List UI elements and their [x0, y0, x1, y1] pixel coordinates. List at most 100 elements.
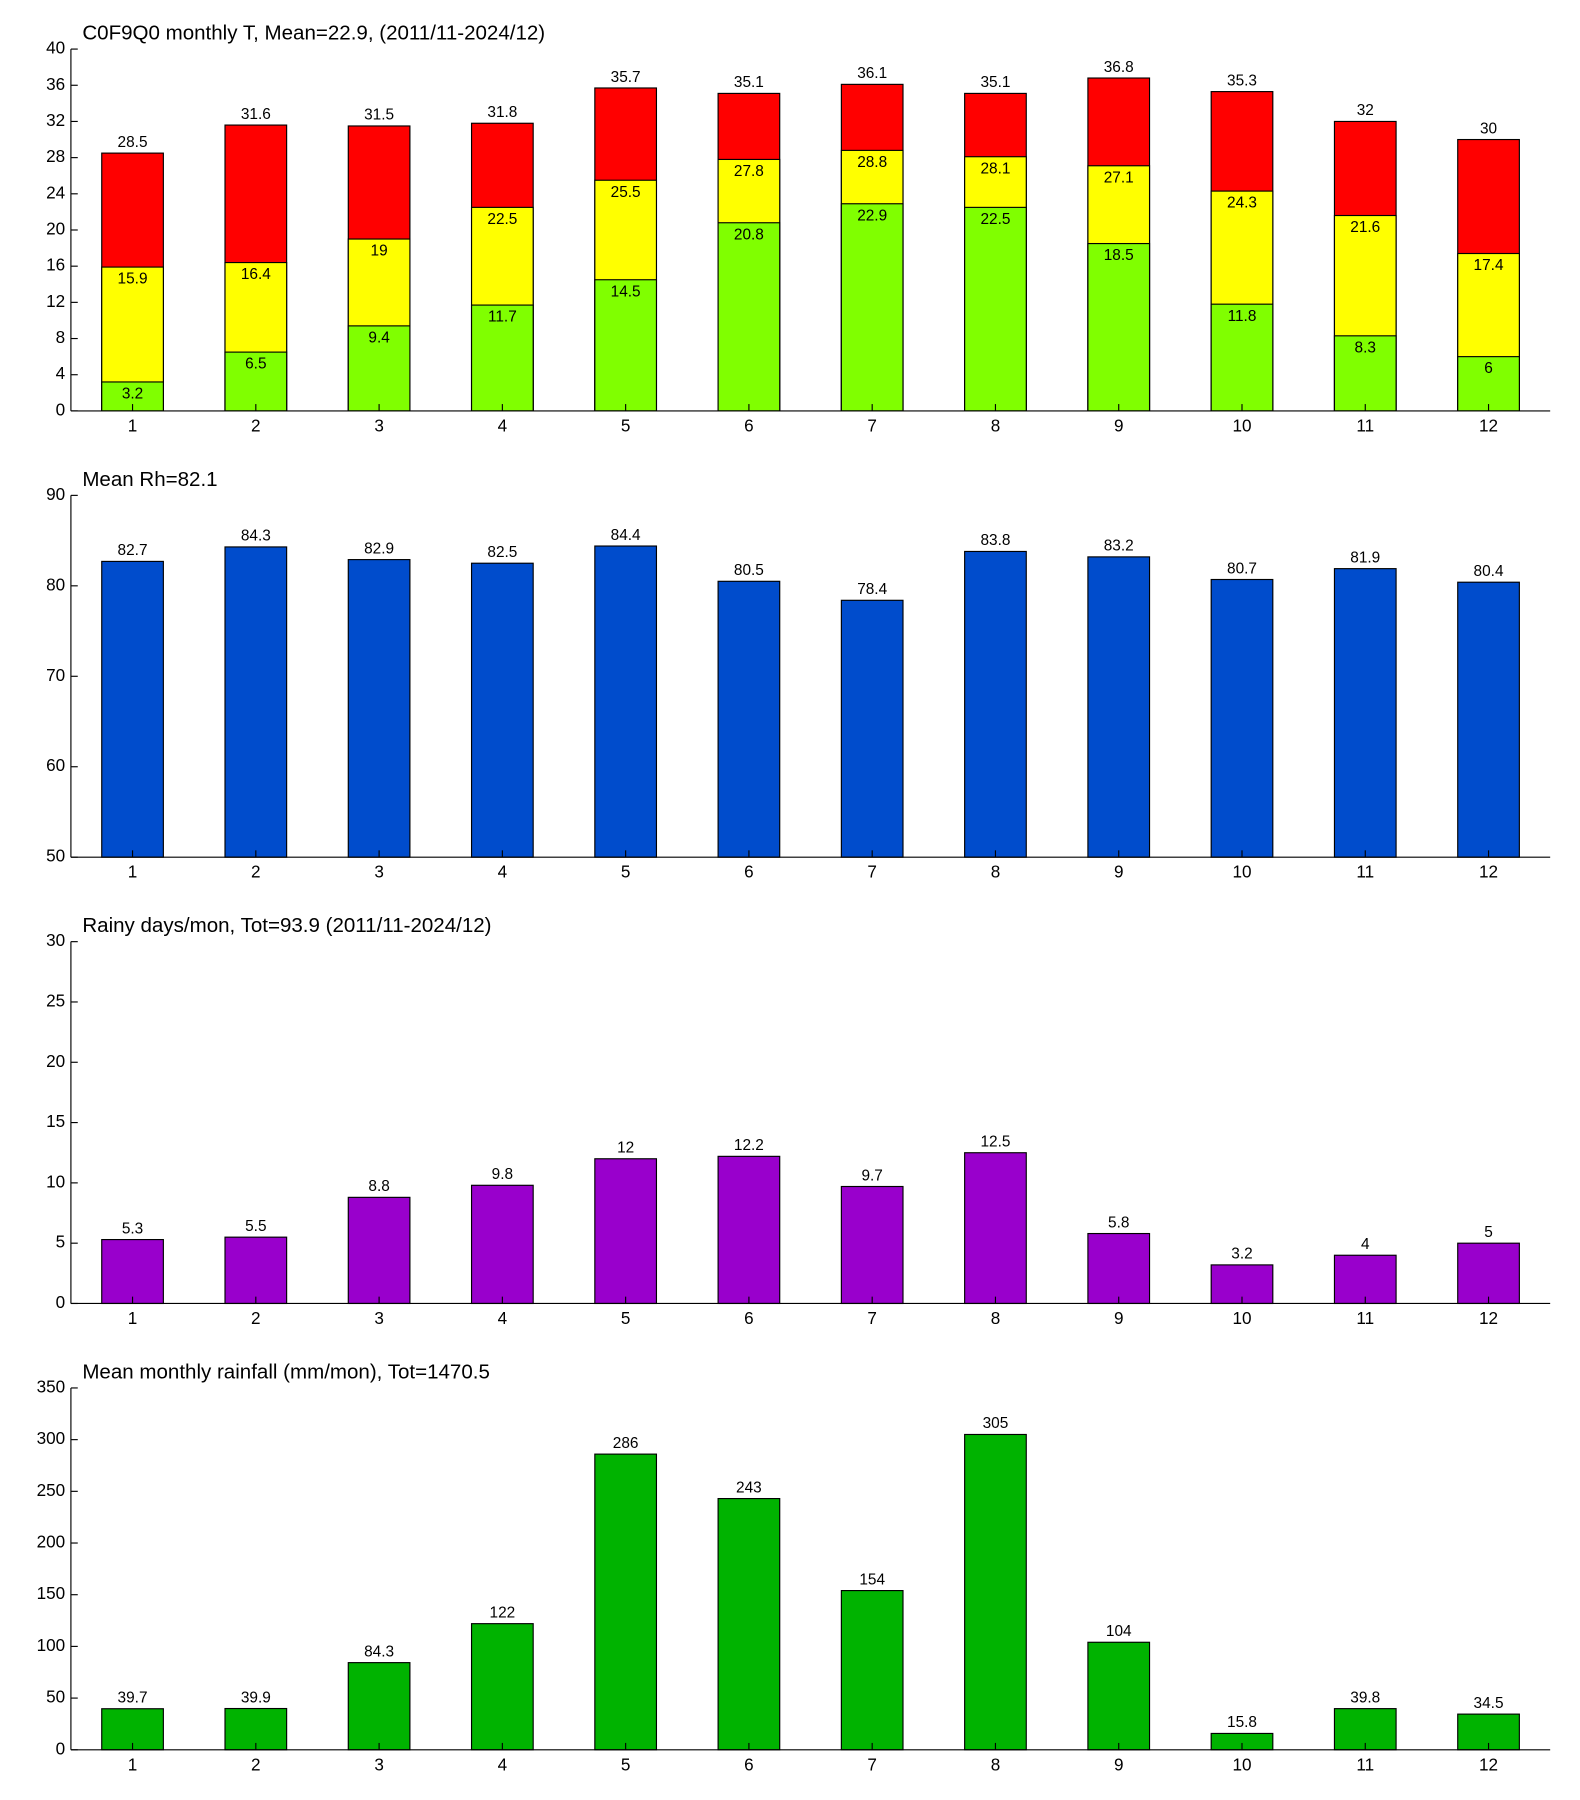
- value-label: 19: [371, 243, 388, 260]
- x-tick-label: 5: [621, 1755, 631, 1774]
- y-tick-label: 80: [46, 575, 65, 594]
- bar: [840, 203, 904, 412]
- y-tick-label: 24: [46, 183, 66, 202]
- bar: [840, 1185, 904, 1305]
- y-tick-label: 15: [46, 1112, 65, 1131]
- y-tick-label: 40: [46, 39, 65, 58]
- bar: [470, 1623, 534, 1751]
- value-label: 36.1: [857, 65, 887, 82]
- bar: [1210, 578, 1274, 858]
- value-label: 305: [983, 1415, 1009, 1432]
- value-label: 35.1: [980, 74, 1010, 91]
- x-tick-label: 5: [621, 1309, 631, 1328]
- value-label: 82.5: [487, 544, 517, 561]
- x-tick-label: 3: [374, 1309, 384, 1328]
- bar: [594, 545, 658, 858]
- x-tick-label: 8: [991, 863, 1001, 882]
- y-tick-label: 70: [46, 666, 65, 685]
- value-label: 9.8: [492, 1166, 513, 1183]
- value-label: 104: [1106, 1623, 1132, 1640]
- value-label: 81.9: [1350, 549, 1380, 566]
- value-label: 16.4: [241, 266, 271, 283]
- bar: [1333, 1254, 1397, 1305]
- value-label: 122: [490, 1604, 516, 1621]
- value-label: 82.7: [118, 542, 148, 559]
- bar: [224, 1236, 288, 1305]
- y-tick-label: 200: [37, 1533, 66, 1552]
- x-tick-label: 11: [1356, 416, 1374, 435]
- bar: [717, 1155, 781, 1305]
- x-tick-label: 12: [1479, 1309, 1498, 1328]
- bar: [1087, 242, 1151, 412]
- value-label: 12.2: [734, 1137, 764, 1154]
- value-label: 22.5: [487, 211, 517, 228]
- x-tick-label: 1: [128, 1755, 138, 1774]
- value-label: 39.9: [241, 1689, 271, 1706]
- value-label: 9.7: [861, 1167, 882, 1184]
- value-label: 83.2: [1104, 538, 1134, 555]
- bar: [1457, 581, 1520, 858]
- x-tick-label: 5: [621, 416, 631, 435]
- bar: [347, 559, 411, 858]
- y-tick-label: 150: [37, 1584, 66, 1603]
- x-tick-label: 2: [251, 863, 261, 882]
- bar: [470, 304, 534, 412]
- x-tick-label: 11: [1356, 863, 1374, 882]
- value-label: 27.1: [1104, 169, 1134, 186]
- y-tick-label: 0: [56, 400, 66, 419]
- bar: [964, 206, 1027, 412]
- y-tick-label: 16: [46, 256, 65, 275]
- bar: [1087, 556, 1151, 858]
- bar: [1333, 1708, 1397, 1751]
- value-label: 11.7: [488, 309, 517, 326]
- y-tick-label: 28: [46, 147, 65, 166]
- chart-title: Mean monthly rainfall (mm/mon), Tot=1470…: [82, 1361, 490, 1384]
- y-tick-label: 60: [46, 756, 65, 775]
- bar: [964, 1433, 1027, 1751]
- x-tick-label: 11: [1356, 1309, 1374, 1328]
- value-label: 83.8: [980, 532, 1010, 549]
- value-label: 12.5: [980, 1134, 1010, 1151]
- value-label: 31.5: [364, 107, 394, 124]
- y-tick-label: 10: [46, 1172, 65, 1191]
- value-label: 154: [859, 1571, 885, 1588]
- x-tick-label: 7: [867, 1309, 877, 1328]
- x-tick-label: 5: [621, 863, 631, 882]
- y-tick-label: 30: [46, 931, 65, 950]
- y-tick-label: 90: [46, 485, 65, 504]
- x-tick-label: 1: [128, 863, 138, 882]
- x-tick-label: 9: [1114, 1309, 1124, 1328]
- chart-title: Rainy days/mon, Tot=93.9 (2011/11-2024/1…: [82, 914, 491, 937]
- value-label: 18.5: [1104, 247, 1134, 264]
- y-tick-label: 300: [37, 1429, 66, 1448]
- bar: [717, 222, 781, 412]
- value-label: 80.4: [1474, 563, 1504, 580]
- value-label: 35.3: [1227, 72, 1257, 89]
- x-tick-label: 1: [128, 1309, 138, 1328]
- value-label: 28.8: [857, 154, 887, 171]
- x-tick-label: 3: [374, 416, 384, 435]
- bar: [1087, 1641, 1151, 1751]
- bar: [964, 1152, 1027, 1305]
- x-tick-label: 7: [867, 416, 877, 435]
- x-tick-label: 8: [991, 1755, 1001, 1774]
- x-tick-label: 6: [744, 416, 754, 435]
- y-tick-label: 8: [56, 328, 66, 347]
- value-label: 78.4: [857, 581, 887, 598]
- x-tick-label: 9: [1114, 863, 1124, 882]
- y-tick-label: 0: [56, 1739, 66, 1758]
- chart-title: C0F9Q0 monthly T, Mean=22.9, (2011/11-20…: [82, 22, 545, 45]
- x-tick-label: 2: [251, 416, 261, 435]
- x-tick-label: 2: [251, 1755, 261, 1774]
- value-label: 21.6: [1350, 219, 1380, 236]
- x-tick-label: 6: [744, 863, 754, 882]
- value-label: 82.9: [364, 540, 394, 557]
- bar: [594, 1453, 658, 1751]
- x-tick-label: 2: [251, 1309, 261, 1328]
- y-tick-label: 20: [46, 1052, 65, 1071]
- x-tick-label: 6: [744, 1755, 754, 1774]
- bar: [594, 279, 658, 412]
- x-tick-label: 7: [867, 863, 877, 882]
- value-label: 5.5: [245, 1218, 266, 1235]
- value-label: 22.5: [980, 211, 1010, 228]
